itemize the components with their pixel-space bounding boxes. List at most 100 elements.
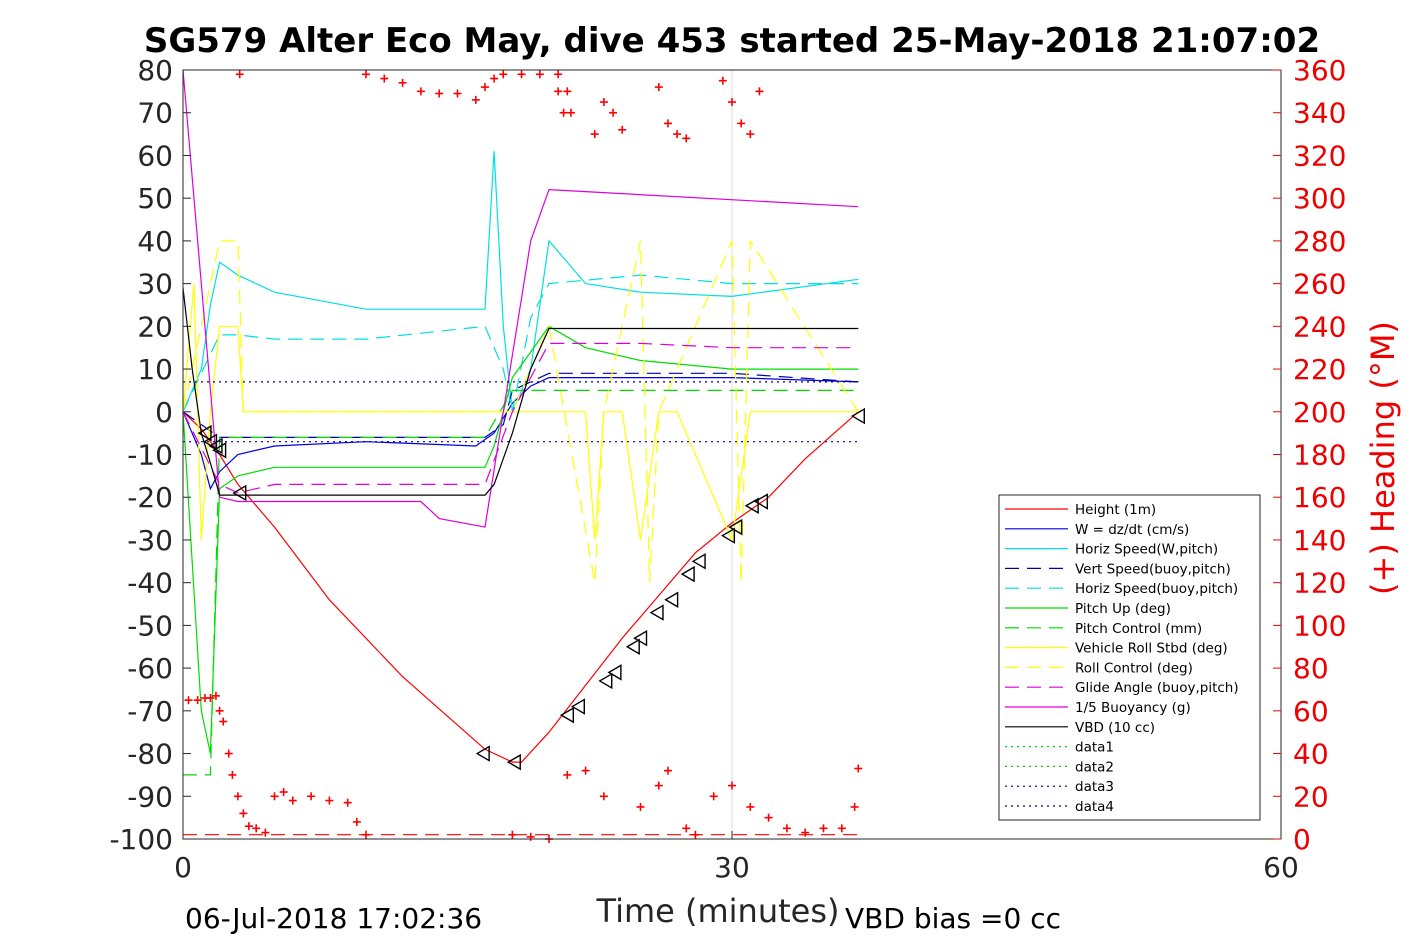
y-tick-label: 30 — [137, 268, 173, 301]
heading-point — [535, 70, 544, 79]
legend-label: 1/5 Buoyancy (g) — [1075, 700, 1191, 716]
points-layer — [184, 70, 865, 843]
legend-entry: Pitch Up (deg) — [1005, 601, 1171, 617]
legend-label: Vehicle Roll Stbd (deg) — [1075, 641, 1228, 657]
heading-point — [233, 792, 242, 801]
heading-point — [709, 792, 718, 801]
series-line-1 — [182, 377, 859, 491]
triangle-marker — [506, 753, 521, 771]
heading-point — [691, 830, 700, 839]
y-tick-label: 50 — [137, 182, 173, 215]
heading-point — [471, 95, 480, 104]
heading-point — [654, 781, 663, 790]
legend-entry: Height (1m) — [1005, 502, 1156, 518]
x-tick-label: 0 — [174, 851, 192, 884]
y-tick-label: -10 — [127, 439, 173, 472]
legend-label: data3 — [1075, 779, 1114, 795]
triangle-marker — [720, 527, 736, 544]
heading-point — [215, 706, 224, 715]
legend-label: Pitch Up (deg) — [1075, 601, 1171, 617]
heading-point — [554, 70, 563, 79]
triangle-marker — [691, 553, 706, 570]
y-tick-label: -30 — [127, 524, 173, 557]
y-tick-label: -100 — [109, 823, 173, 856]
footer-timestamp: 06-Jul-2018 17:02:36 — [185, 902, 482, 935]
series-line-2 — [182, 151, 859, 415]
heading-point — [211, 691, 220, 700]
heading-point — [288, 796, 297, 805]
heading-point — [609, 108, 618, 117]
heading-point — [746, 802, 755, 811]
heading-point — [559, 108, 568, 117]
heading-point — [193, 696, 202, 705]
x-axis-label: Time (minutes) — [596, 892, 840, 930]
legend-entry: Glide Angle (buoy,pitch) — [1005, 680, 1239, 696]
heading-point — [682, 134, 691, 143]
legend-label: Roll Control (deg) — [1075, 660, 1193, 676]
legend-entry: Vert Speed(buoy,pitch) — [1005, 561, 1231, 577]
series-line-3 — [182, 372, 859, 438]
y-tick-label: 70 — [137, 97, 173, 130]
legend-entry: data4 — [1005, 799, 1114, 815]
heading-point — [854, 764, 863, 773]
legend-label: Horiz Speed(buoy,pitch) — [1075, 581, 1238, 597]
triangle-marker — [197, 424, 212, 442]
heading-point — [244, 822, 253, 831]
heading-point — [746, 130, 755, 139]
y-tick-label: 20 — [137, 310, 173, 343]
heading-point — [782, 824, 791, 833]
chart-title: SG579 Alter Eco May, dive 453 started 25… — [144, 21, 1320, 61]
heading-point — [599, 98, 608, 107]
heading-point — [499, 70, 508, 79]
heading-point — [718, 76, 727, 85]
y2-tick-label: 60 — [1293, 695, 1329, 728]
legend-label: W = dz/dt (cm/s) — [1075, 522, 1189, 538]
triangle-marker — [598, 672, 613, 690]
heading-point — [517, 70, 526, 79]
triangle-marker — [728, 518, 743, 536]
legend-entry: Roll Control (deg) — [1005, 660, 1193, 676]
legend-label: Vert Speed(buoy,pitch) — [1075, 561, 1231, 577]
right-axis-label: (+) Heading (°M) — [1364, 321, 1402, 595]
heading-point — [554, 87, 563, 96]
heading-point — [362, 70, 370, 79]
heading-point — [728, 781, 736, 790]
y2-tick-label: 100 — [1293, 609, 1346, 642]
series-line-0 — [182, 411, 859, 763]
heading-point — [581, 766, 590, 775]
heading-point — [398, 78, 407, 87]
heading-point — [279, 788, 288, 797]
y2-tick-label: 240 — [1293, 310, 1346, 343]
x-tick-label: 60 — [1263, 851, 1299, 884]
y2-tick-label: 120 — [1293, 567, 1346, 600]
heading-point — [416, 87, 425, 96]
legend-entry: Vehicle Roll Stbd (deg) — [1005, 641, 1228, 657]
triangle-marker — [744, 497, 759, 514]
heading-point — [526, 832, 535, 841]
y2-tick-label: 200 — [1293, 396, 1346, 429]
series-line-6 — [183, 389, 859, 776]
heading-point — [563, 87, 572, 96]
legend-label: Height (1m) — [1075, 502, 1156, 518]
triangle-marker — [625, 638, 640, 655]
legend-entry: Horiz Speed(buoy,pitch) — [1005, 581, 1238, 597]
legend-entry: 1/5 Buoyancy (g) — [1005, 700, 1191, 716]
heading-point — [673, 130, 682, 139]
axis-layer: -100-90-80-70-60-50-40-30-20-10010203040… — [109, 54, 1346, 884]
heading-point — [239, 809, 248, 818]
heading-point — [219, 717, 228, 726]
y2-tick-label: 220 — [1293, 353, 1346, 386]
triangle-marker — [649, 604, 664, 621]
y-tick-label: 40 — [137, 225, 173, 258]
heading-point — [755, 87, 764, 96]
heading-point — [850, 802, 859, 811]
heading-point — [362, 830, 370, 839]
heading-point — [663, 766, 672, 775]
triangle-marker — [753, 493, 768, 510]
y-tick-label: -40 — [127, 567, 173, 600]
heading-point — [224, 749, 233, 758]
legend-label: Horiz Speed(W,pitch) — [1075, 542, 1218, 558]
footer-vbd-bias: VBD bias =0 cc — [845, 902, 1061, 935]
heading-point — [563, 770, 572, 779]
triangle-marker — [633, 629, 648, 647]
